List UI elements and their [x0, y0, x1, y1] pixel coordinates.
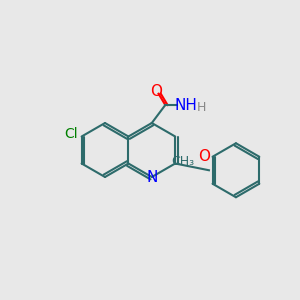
Text: NH: NH: [174, 98, 197, 112]
Text: O: O: [150, 84, 162, 99]
Text: CH₃: CH₃: [171, 155, 194, 168]
Text: H: H: [196, 101, 206, 114]
Text: N: N: [146, 169, 158, 184]
Text: O: O: [198, 149, 210, 164]
Text: Cl: Cl: [64, 127, 78, 141]
